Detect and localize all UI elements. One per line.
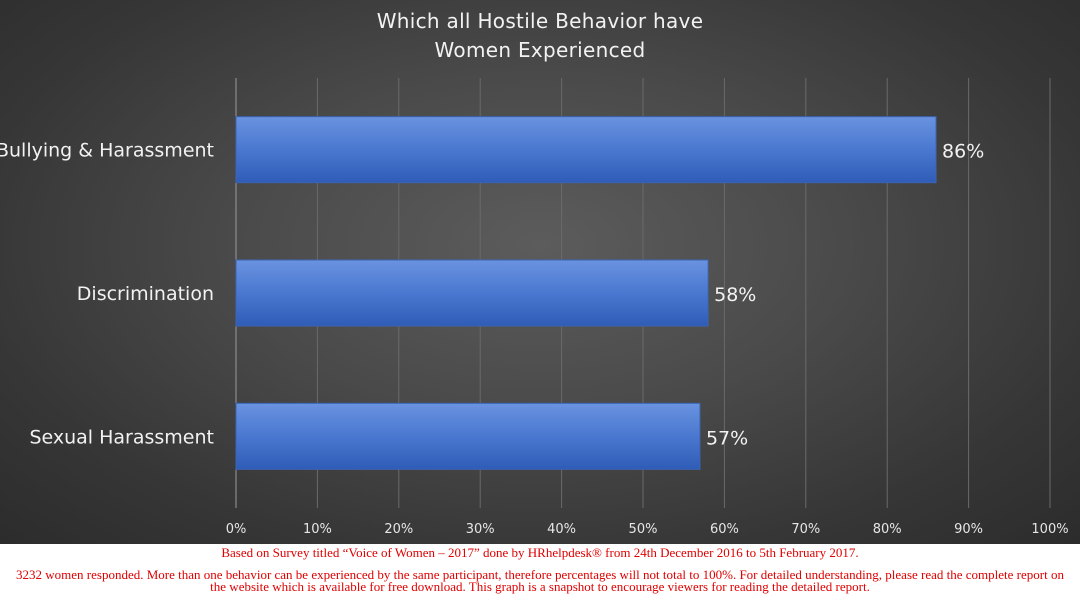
data-label: 57% (706, 427, 748, 449)
x-tick-label: 80% (873, 522, 902, 537)
footer-source-text: Based on Survey titled “Voice of Women –… (221, 545, 859, 560)
bar (235, 116, 937, 184)
x-tick-label: 10% (303, 522, 332, 537)
x-tick-label: 50% (629, 522, 658, 537)
x-tick-label: 90% (954, 522, 983, 537)
bar (235, 259, 709, 327)
chart-area: Which all Hostile Behavior have Women Ex… (0, 0, 1080, 544)
category-label: Discrimination (77, 283, 214, 305)
bar-chart: 0% 10% 20% 30% 40% 50% 60% 70% 80% 90% 100% Bullyin… (0, 78, 1069, 537)
x-tick-label: 20% (384, 522, 413, 537)
bar (235, 402, 701, 470)
footer-disclaimer-text: 3232 women responded. More than one beha… (16, 567, 1064, 594)
x-tick-label: 100% (1031, 522, 1068, 537)
data-label: 86% (942, 141, 984, 163)
x-tick-label: 30% (466, 522, 495, 537)
x-tick-label: 40% (547, 522, 576, 537)
x-tick-label: 60% (710, 522, 739, 537)
bars (235, 116, 937, 470)
data-label: 58% (714, 284, 756, 306)
x-tick-label: 70% (791, 522, 820, 537)
category-label: Sexual Harassment (29, 426, 214, 448)
labels: 0% 10% 20% 30% 40% 50% 60% 70% 80% 90% 100% Bullyin… (0, 140, 1069, 537)
category-label: Bullying & Harassment (0, 140, 214, 162)
chart-title-line-2: Women Experienced (434, 38, 646, 62)
footer-note: Based on Survey titled “Voice of Women –… (0, 544, 1080, 608)
chart-title-line-1: Which all Hostile Behavior have (376, 9, 704, 33)
x-tick-label: 0% (226, 522, 247, 537)
